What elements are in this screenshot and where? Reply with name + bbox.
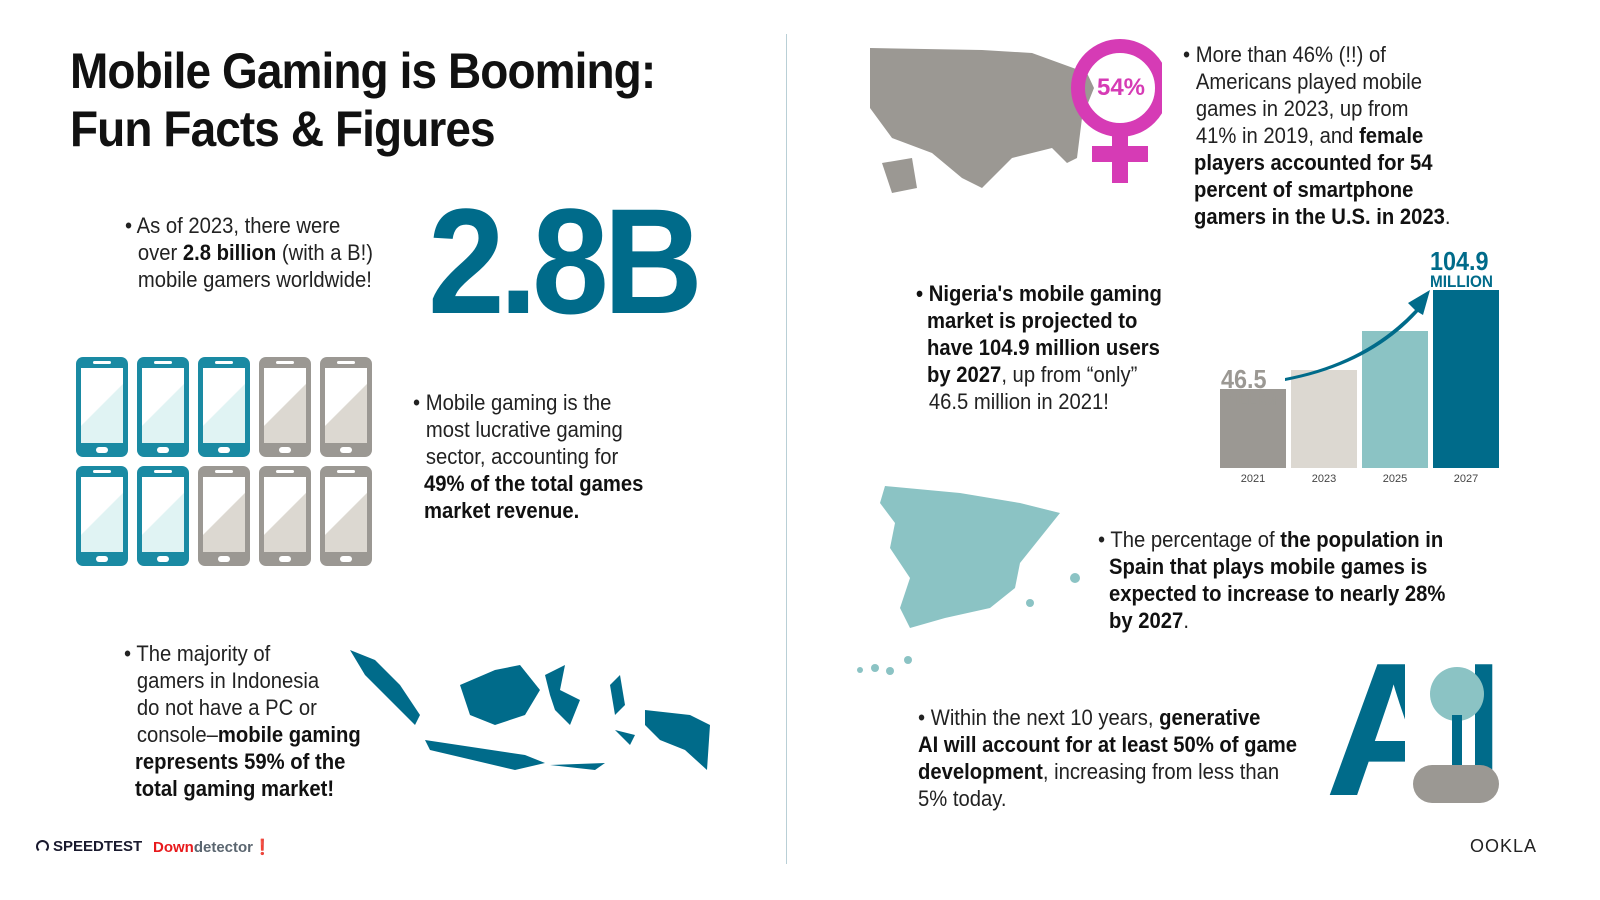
phone-icon (259, 357, 311, 457)
fact-nigeria: • Nigeria's mobile gaming market is proj… (916, 281, 1162, 414)
x-tick-label: 2023 (1311, 473, 1337, 485)
female-badge: 54% (1096, 74, 1146, 101)
indonesia-map (350, 650, 710, 770)
phone-icon (198, 357, 250, 457)
first-value-label: 46.5 MILLION (1221, 364, 1284, 409)
bar-2027 (1433, 290, 1499, 468)
ookla-logo: OOKLA (1470, 836, 1538, 856)
x-tick-label: 2025 (1382, 473, 1408, 485)
phone-icon (320, 357, 372, 457)
bar-2023 (1291, 369, 1357, 468)
phone-icon (198, 466, 250, 566)
phone-icon (137, 466, 189, 566)
bar-2025 (1362, 330, 1428, 468)
fact-ai: • Within the next 10 years, generative A… (918, 705, 1298, 811)
phone-icon (320, 466, 372, 566)
speedtest-logo: SPEEDTEST (36, 838, 142, 855)
phone-icon (137, 357, 189, 457)
fact-us: • More than 46% (!!) of Americans played… (1183, 42, 1451, 229)
joystick-icon (1405, 660, 1499, 810)
downdetector-logo: Downdetector❗ (153, 839, 272, 856)
phone-grid (76, 357, 376, 567)
us-map-female-symbol (870, 39, 1162, 193)
phone-icon (76, 357, 128, 457)
page-title: Mobile Gaming is Booming: Fun Facts & Fig… (70, 43, 656, 157)
alert-icon: ❗ (253, 839, 272, 856)
fact-gamers: • As of 2023, there were over 2.8 billio… (125, 213, 373, 292)
x-tick-label: 2021 (1240, 473, 1266, 485)
nigeria-bar-chart: 46.5 MILLION 104.9 MILLION 2021 2023 2025 202… (1215, 245, 1515, 495)
growth-arrow (1285, 290, 1430, 381)
fact-indonesia: • The majority of gamers in Indonesia do… (124, 641, 361, 801)
phone-icon (76, 466, 128, 566)
last-value-label: 104.9 MILLION (1430, 246, 1493, 291)
spain-map (857, 486, 1080, 675)
fact-spain: • The percentage of the population in Sp… (1098, 527, 1446, 633)
fact-revenue: • Mobile gaming is the most lucrative ga… (413, 390, 644, 523)
bar-2021 (1220, 389, 1286, 468)
phone-icon (259, 466, 311, 566)
stat-big: 2.8B (428, 177, 703, 345)
x-tick-label: 2027 (1453, 473, 1479, 485)
gauge-icon (36, 840, 49, 853)
divider (786, 34, 787, 864)
